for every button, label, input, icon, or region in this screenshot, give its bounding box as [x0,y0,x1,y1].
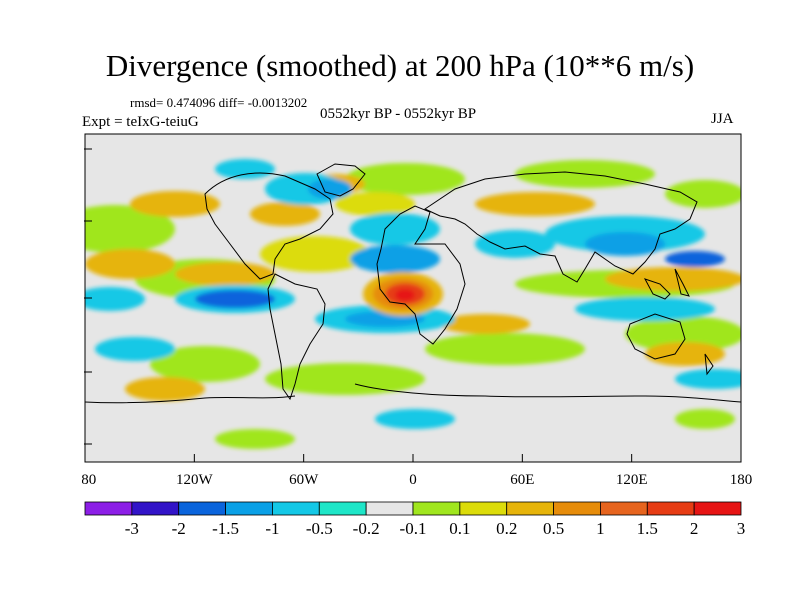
season-label: JJA [711,111,734,127]
colorbar-swatch [84,501,133,516]
colorbar-label: -0.1 [400,519,427,538]
colorbar-swatch [365,501,414,516]
x-tick-label: 180 [730,472,753,488]
colorbar-label: 0.2 [496,519,517,538]
colorbar-swatch [553,501,601,516]
colorbar-swatch [600,501,648,516]
map-title: Divergence (smoothed) at 200 hPa (10**6 … [105,48,695,83]
colorbar-label: -1.5 [212,519,239,538]
divergence-map: 80N40N040S80S 180 120W 60W 0 60E 120E 180 [82,133,752,488]
period-label: 0552kyr BP - 0552kyr BP [320,106,477,122]
colorbar-swatch [646,501,695,516]
x-tick-label: 120W [176,472,214,488]
colorbar-label: 1 [596,519,605,538]
x-tick-label: 0 [409,472,417,488]
colorbar-label: 0.1 [449,519,470,538]
colorbar: -3 -2 -1.5 -1 -0.5 -0.2 -0.1 0.1 0.2 0.5 1 1.5 2 3 [84,501,746,538]
colorbar-swatch [506,501,554,516]
y-axis-ticks: 80N40N040S80S [84,148,92,445]
colorbar-label: 2 [690,519,699,538]
colorbar-label: 3 [737,519,746,538]
colorbar-label: 1.5 [637,519,658,538]
divergence-contour-fill [85,159,741,449]
x-tick-label: 60W [289,472,319,488]
colorbar-swatch [318,501,367,516]
stats-label: rmsd= 0.474096 diff= -0.0013202 [130,95,308,110]
colorbar-label: -2 [172,519,186,538]
x-tick-label: 180 [82,472,96,488]
colorbar-label: -0.5 [306,519,333,538]
experiment-label: Expt = teIxG-teiuG [82,114,199,130]
colorbar-label: -1 [265,519,279,538]
colorbar-swatch [272,501,320,516]
x-axis-ticks: 180 120W 60W 0 60E 120E 180 [82,454,752,488]
colorbar-swatch [693,501,742,516]
x-tick-label: 60E [510,472,534,488]
colorbar-swatch [459,501,508,516]
colorbar-swatch [225,501,273,516]
colorbar-swatch [131,501,180,516]
x-tick-label: 120E [616,472,648,488]
coastline-outlines [85,163,741,404]
colorbar-label: 0.5 [543,519,564,538]
colorbar-label: -3 [125,519,139,538]
colorbar-label: -0.2 [353,519,380,538]
colorbar-swatch [412,501,461,516]
colorbar-swatch [178,501,226,516]
